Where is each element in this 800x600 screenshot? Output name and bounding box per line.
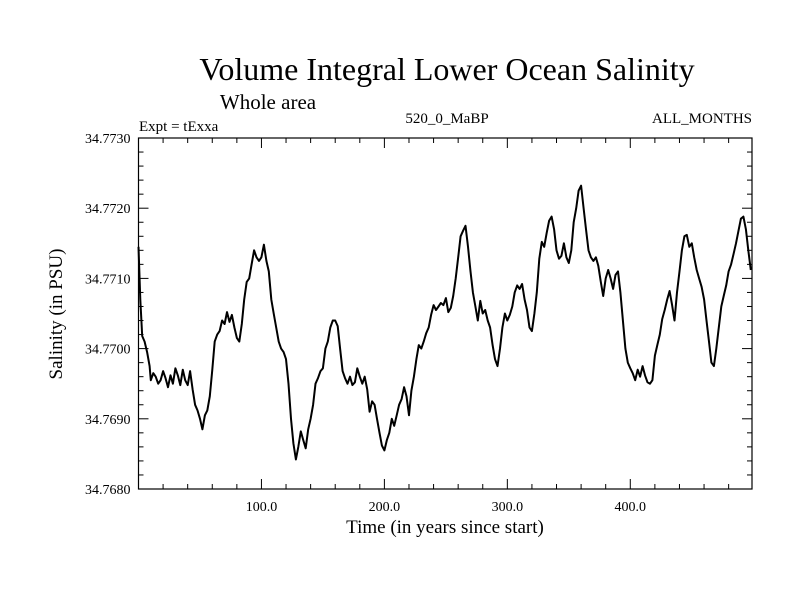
y-tick-label: 34.7690: [85, 413, 131, 428]
x-tick-label: 400.0: [615, 500, 647, 515]
y-axis: 34.7680 34.7690 34.7700 34.7710 34.7720 34.77…: [85, 132, 752, 498]
x-axis: 100.0 200.0 300.0 400.0: [162, 138, 730, 515]
y-tick-label: 34.7730: [85, 132, 131, 147]
y-tick-label: 34.7680: [85, 483, 131, 498]
series-line-salinity: [137, 184, 752, 461]
x-tick-label: 100.0: [246, 500, 278, 515]
annotation-experiment: Expt = tExxa: [139, 119, 219, 135]
plot-border: [137, 137, 753, 490]
x-tick-label: 200.0: [369, 500, 401, 515]
y-tick-label: 34.7700: [85, 343, 131, 358]
x-tick-label: 300.0: [492, 500, 524, 515]
plot-frame: [137, 137, 753, 490]
chart-title: Volume Integral Lower Ocean Salinity: [199, 51, 694, 87]
chart-subtitle: Whole area: [220, 90, 317, 114]
y-tick-label: 34.7720: [85, 202, 131, 217]
y-tick-label: 34.7710: [85, 272, 131, 287]
x-axis-label: Time (in years since start): [346, 517, 544, 538]
y-axis-label: Salinity (in PSU): [46, 249, 67, 380]
annotation-months: ALL_MONTHS: [652, 111, 752, 127]
annotation-period: 520_0_MaBP: [405, 111, 488, 127]
